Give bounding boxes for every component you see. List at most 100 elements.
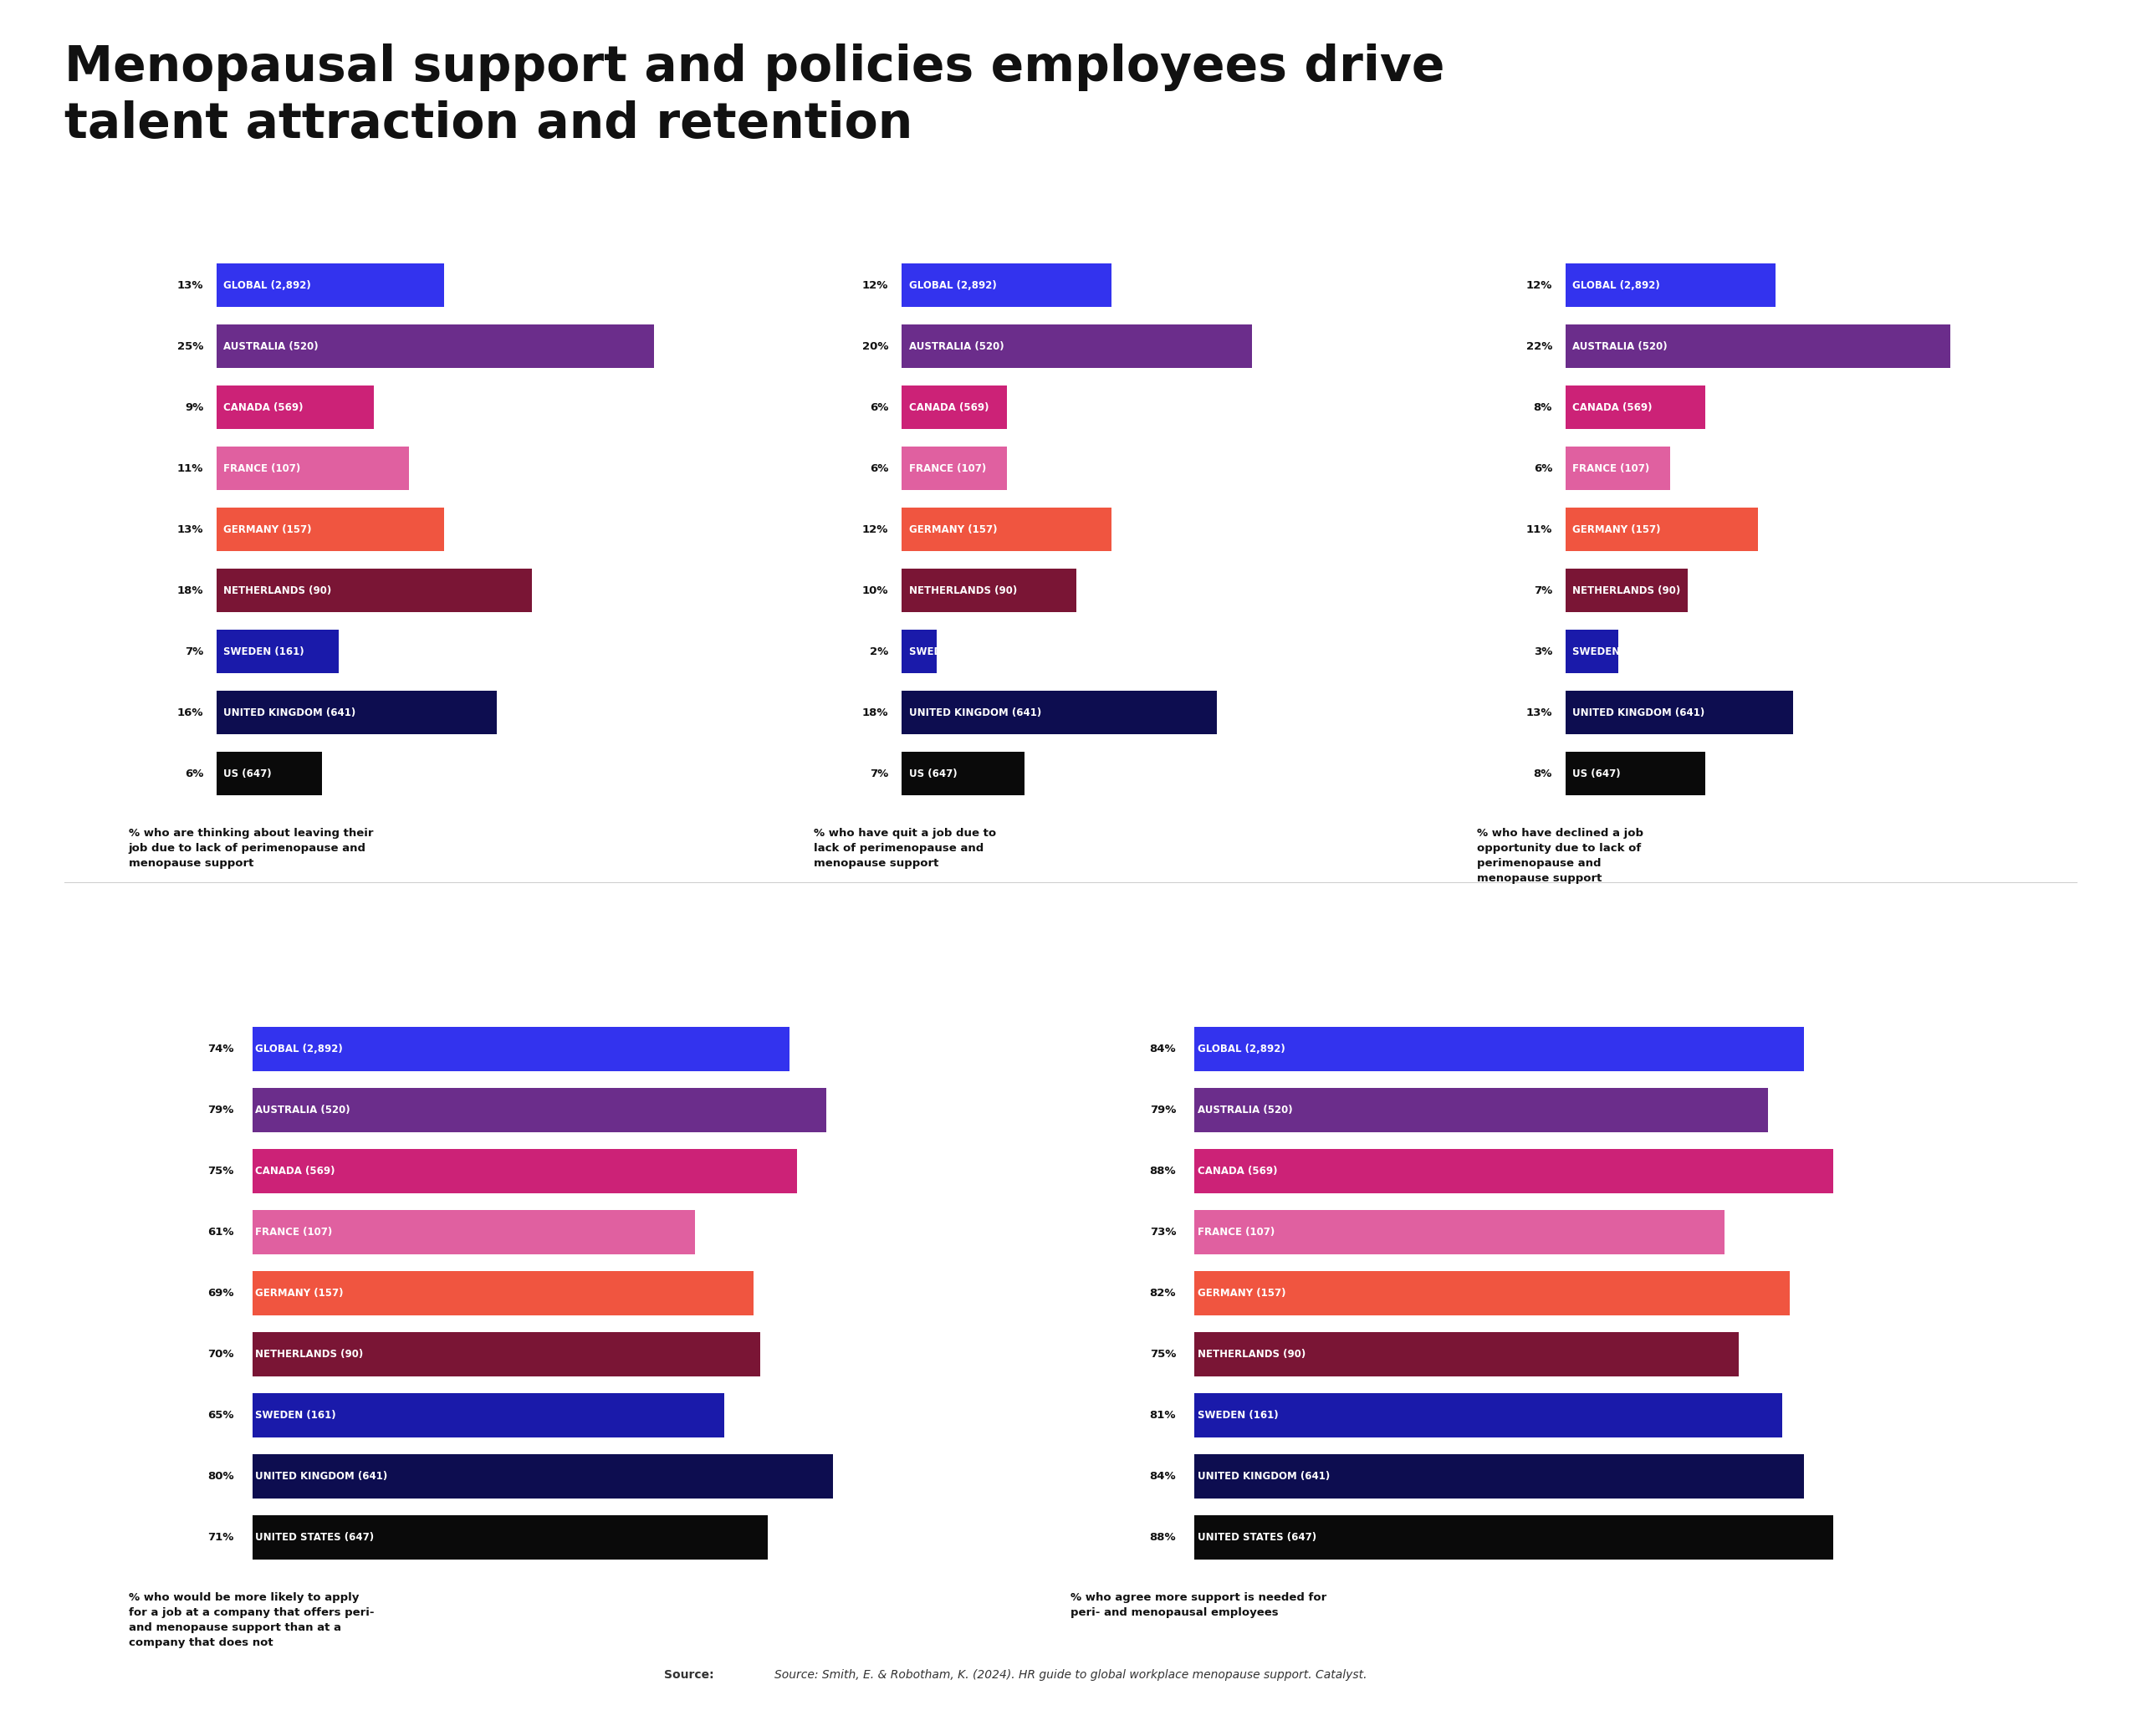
Text: FRANCE (107): FRANCE (107) [255,1227,332,1238]
Text: 6%: 6% [869,464,889,474]
Text: 8%: 8% [1533,769,1552,779]
Text: GLOBAL (2,892): GLOBAL (2,892) [908,279,996,290]
Text: AUSTRALIA (520): AUSTRALIA (520) [255,1104,351,1116]
Bar [901,569,1077,613]
Bar [1195,1028,1805,1071]
Text: 6%: 6% [869,403,889,413]
Text: 18%: 18% [863,707,889,719]
Bar [1195,1210,1724,1253]
Text: US (647): US (647) [908,769,957,779]
Text: talent attraction and retention: talent attraction and retention [64,101,912,148]
Bar [216,507,443,552]
Bar [901,446,1006,490]
Bar [216,264,443,307]
Text: NETHERLANDS (90): NETHERLANDS (90) [255,1349,364,1359]
Bar [901,507,1111,552]
Text: SWEDEN (161): SWEDEN (161) [1197,1410,1278,1420]
Text: AUSTRALIA (520): AUSTRALIA (520) [1571,340,1668,352]
Bar [253,1333,760,1377]
Bar [901,752,1023,795]
Bar [901,691,1216,734]
Bar [253,1455,833,1498]
Text: 79%: 79% [1150,1104,1175,1116]
Text: 82%: 82% [1150,1288,1175,1299]
Text: 18%: 18% [178,585,203,595]
Text: SWEDEN (161): SWEDEN (161) [255,1410,336,1420]
Text: Menopausal support and policies employees drive: Menopausal support and policies employee… [64,43,1445,90]
Bar [1565,691,1792,734]
Bar [1195,1088,1768,1132]
Text: NETHERLANDS (90): NETHERLANDS (90) [1197,1349,1306,1359]
Text: GERMANY (157): GERMANY (157) [1571,524,1661,535]
Text: GERMANY (157): GERMANY (157) [223,524,313,535]
Text: 84%: 84% [1150,1470,1175,1483]
Bar [253,1028,790,1071]
Text: 7%: 7% [184,646,203,656]
Text: CANADA (569): CANADA (569) [255,1167,336,1177]
Bar [901,264,1111,307]
Text: % who are thinking about leaving their
job due to lack of perimenopause and
meno: % who are thinking about leaving their j… [128,828,373,870]
Text: AUSTRALIA (520): AUSTRALIA (520) [1197,1104,1293,1116]
Text: % who agree more support is needed for
peri- and menopausal employees: % who agree more support is needed for p… [1070,1592,1327,1618]
Bar [216,446,409,490]
Bar [253,1088,826,1132]
Text: 88%: 88% [1150,1167,1175,1177]
Text: GLOBAL (2,892): GLOBAL (2,892) [1197,1043,1285,1054]
Text: CANADA (569): CANADA (569) [908,403,989,413]
Text: 75%: 75% [208,1167,233,1177]
Text: 3%: 3% [1533,646,1552,656]
Text: NETHERLANDS (90): NETHERLANDS (90) [908,585,1017,595]
Text: CANADA (569): CANADA (569) [223,403,304,413]
Bar [1565,630,1619,674]
Bar [1565,325,1950,368]
Bar [1195,1394,1783,1437]
Text: GLOBAL (2,892): GLOBAL (2,892) [223,279,310,290]
Text: FRANCE (107): FRANCE (107) [223,464,300,474]
Text: 71%: 71% [208,1533,233,1543]
Text: 79%: 79% [208,1104,233,1116]
Text: % who have quit a job due to
lack of perimenopause and
menopause support: % who have quit a job due to lack of per… [814,828,996,870]
Text: 13%: 13% [1527,707,1552,719]
Bar [216,752,321,795]
Bar [1195,1271,1790,1316]
Text: 61%: 61% [208,1227,233,1238]
Bar [901,325,1252,368]
Text: % who have declined a job
opportunity due to lack of
perimenopause and
menopause: % who have declined a job opportunity du… [1477,828,1644,884]
Text: UNITED KINGDOM (641): UNITED KINGDOM (641) [1571,707,1704,719]
Bar [216,385,375,429]
Text: UNITED STATES (647): UNITED STATES (647) [255,1533,375,1543]
Text: 2%: 2% [869,646,889,656]
Text: SWEDEN (161): SWEDEN (161) [223,646,304,656]
Text: UNITED KINGDOM (641): UNITED KINGDOM (641) [1197,1470,1330,1483]
Text: SWEDEN (161): SWEDEN (161) [1571,646,1653,656]
Text: UNITED KINGDOM (641): UNITED KINGDOM (641) [908,707,1041,719]
Text: GERMANY (157): GERMANY (157) [255,1288,345,1299]
Text: US (647): US (647) [223,769,272,779]
Bar [253,1516,769,1559]
Text: GERMANY (157): GERMANY (157) [908,524,998,535]
Bar [253,1394,724,1437]
Text: 12%: 12% [863,279,889,290]
Text: 75%: 75% [1150,1349,1175,1359]
Text: 81%: 81% [1150,1410,1175,1420]
Text: SWEDEN (161): SWEDEN (161) [908,646,989,656]
Text: AUSTRALIA (520): AUSTRALIA (520) [908,340,1004,352]
Bar [1565,752,1706,795]
Bar [253,1149,796,1193]
Text: CANADA (569): CANADA (569) [1197,1167,1278,1177]
Text: UNITED KINGDOM (641): UNITED KINGDOM (641) [223,707,355,719]
Bar [216,325,653,368]
Text: 11%: 11% [178,464,203,474]
Bar [1565,264,1775,307]
Bar [216,691,497,734]
Bar [1565,385,1706,429]
Text: % who would be more likely to apply
for a job at a company that offers peri-
and: % who would be more likely to apply for … [128,1592,375,1647]
Text: US (647): US (647) [1571,769,1621,779]
Text: 88%: 88% [1150,1533,1175,1543]
Text: 69%: 69% [208,1288,233,1299]
Bar [253,1271,754,1316]
Text: 9%: 9% [184,403,203,413]
Text: 6%: 6% [184,769,203,779]
Text: 80%: 80% [208,1470,233,1483]
Bar [253,1210,696,1253]
